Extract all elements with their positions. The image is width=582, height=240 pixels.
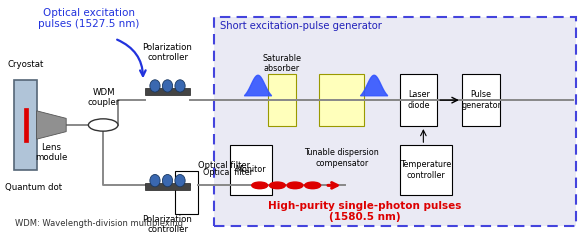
Polygon shape	[37, 111, 66, 139]
Text: Short excitation-pulse generator: Short excitation-pulse generator	[220, 21, 382, 30]
Bar	[145, 183, 190, 190]
Text: High-purity single-photon pulses
(1580.5 nm): High-purity single-photon pulses (1580.5…	[268, 201, 462, 222]
Text: Pulse
generator: Pulse generator	[461, 90, 501, 110]
Circle shape	[305, 182, 321, 189]
Bar	[214, 17, 576, 226]
Circle shape	[287, 182, 303, 189]
Text: Polarization
controller: Polarization controller	[143, 43, 193, 62]
Ellipse shape	[175, 174, 185, 187]
Ellipse shape	[162, 80, 173, 92]
Bar	[268, 74, 296, 126]
Text: Optical filter: Optical filter	[198, 162, 250, 170]
Text: Cryostat: Cryostat	[7, 60, 44, 69]
Ellipse shape	[162, 174, 173, 187]
Bar	[176, 171, 198, 214]
Text: Polarization
controller: Polarization controller	[143, 215, 193, 234]
Text: Tunable dispersion
compensator: Tunable dispersion compensator	[304, 149, 379, 168]
Bar	[400, 145, 452, 195]
Bar	[145, 88, 190, 95]
Text: Saturable
absorber: Saturable absorber	[262, 54, 301, 73]
Text: Optical filter: Optical filter	[203, 168, 253, 177]
Text: Laser
diode: Laser diode	[407, 90, 430, 110]
Polygon shape	[244, 75, 272, 96]
Text: Quantum dot: Quantum dot	[5, 183, 62, 192]
Bar	[462, 74, 501, 126]
Bar	[24, 108, 29, 142]
Ellipse shape	[150, 174, 160, 187]
Circle shape	[88, 119, 118, 131]
Text: WDM: Wavelength-division multiplexing: WDM: Wavelength-division multiplexing	[15, 219, 183, 228]
Circle shape	[252, 182, 268, 189]
Text: Temperature
controller: Temperature controller	[400, 160, 452, 180]
Text: Monitor: Monitor	[235, 166, 266, 174]
Bar	[320, 74, 364, 126]
Text: Optical excitation
pulses (1527.5 nm): Optical excitation pulses (1527.5 nm)	[38, 8, 140, 29]
Bar	[229, 145, 272, 195]
Bar	[400, 74, 437, 126]
Text: WDM
coupler: WDM coupler	[88, 88, 120, 108]
Ellipse shape	[175, 80, 185, 92]
Circle shape	[269, 182, 285, 189]
Text: Lens
module: Lens module	[35, 143, 68, 162]
Polygon shape	[360, 75, 388, 96]
Bar	[14, 80, 37, 170]
Ellipse shape	[150, 80, 160, 92]
